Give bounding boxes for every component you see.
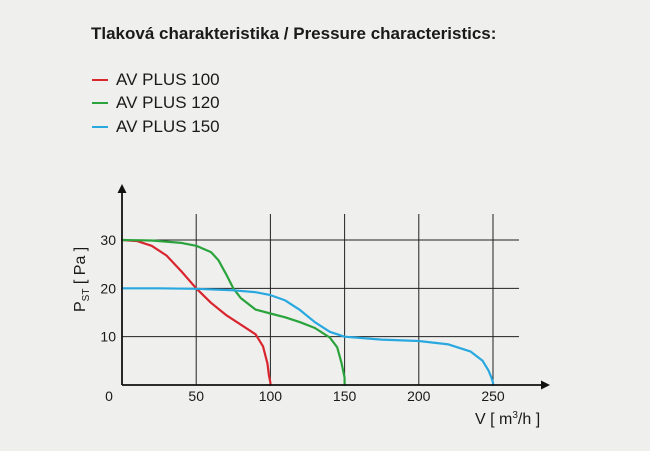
chart-title: Tlaková charakteristika / Pressure chara… <box>91 24 497 43</box>
y-tick-label: 10 <box>100 329 116 345</box>
grid-lines <box>122 214 519 385</box>
legend: AV PLUS 100 AV PLUS 120 AV PLUS 150 <box>92 68 220 139</box>
x-tick-label: 150 <box>333 388 357 404</box>
x-tick-label: 50 <box>188 388 204 404</box>
x-tick-label: 200 <box>407 388 431 404</box>
x-axis-title: V [ m3/h ] <box>475 410 540 428</box>
series-line-av-plus-100 <box>120 238 272 387</box>
y-axis-arrow <box>117 184 127 193</box>
legend-swatch-blue <box>92 125 108 128</box>
origin-label: 0 <box>105 388 113 404</box>
legend-label: AV PLUS 100 <box>116 69 220 89</box>
y-tick-label: 30 <box>100 232 116 248</box>
x-tick-label: 250 <box>481 388 505 404</box>
x-tick-label: 100 <box>259 388 283 404</box>
series-line-av-plus-150 <box>120 287 495 387</box>
legend-swatch-green <box>92 102 108 105</box>
x-axis-arrow <box>541 380 550 390</box>
y-axis-title: PST [ Pa ] <box>72 247 92 312</box>
series-line-av-plus-120 <box>120 238 346 387</box>
legend-item-av-plus-120: AV PLUS 120 <box>92 92 220 116</box>
tick-labels: 50 100 150 200 250 10 20 30 <box>100 232 504 404</box>
legend-label: AV PLUS 120 <box>116 93 220 113</box>
series-lines <box>120 238 495 387</box>
legend-label: AV PLUS 150 <box>116 116 220 136</box>
axes <box>117 184 550 390</box>
legend-item-av-plus-150: AV PLUS 150 <box>92 115 220 139</box>
legend-item-av-plus-100: AV PLUS 100 <box>92 68 220 92</box>
y-tick-label: 20 <box>100 280 116 296</box>
legend-swatch-red <box>92 78 108 81</box>
